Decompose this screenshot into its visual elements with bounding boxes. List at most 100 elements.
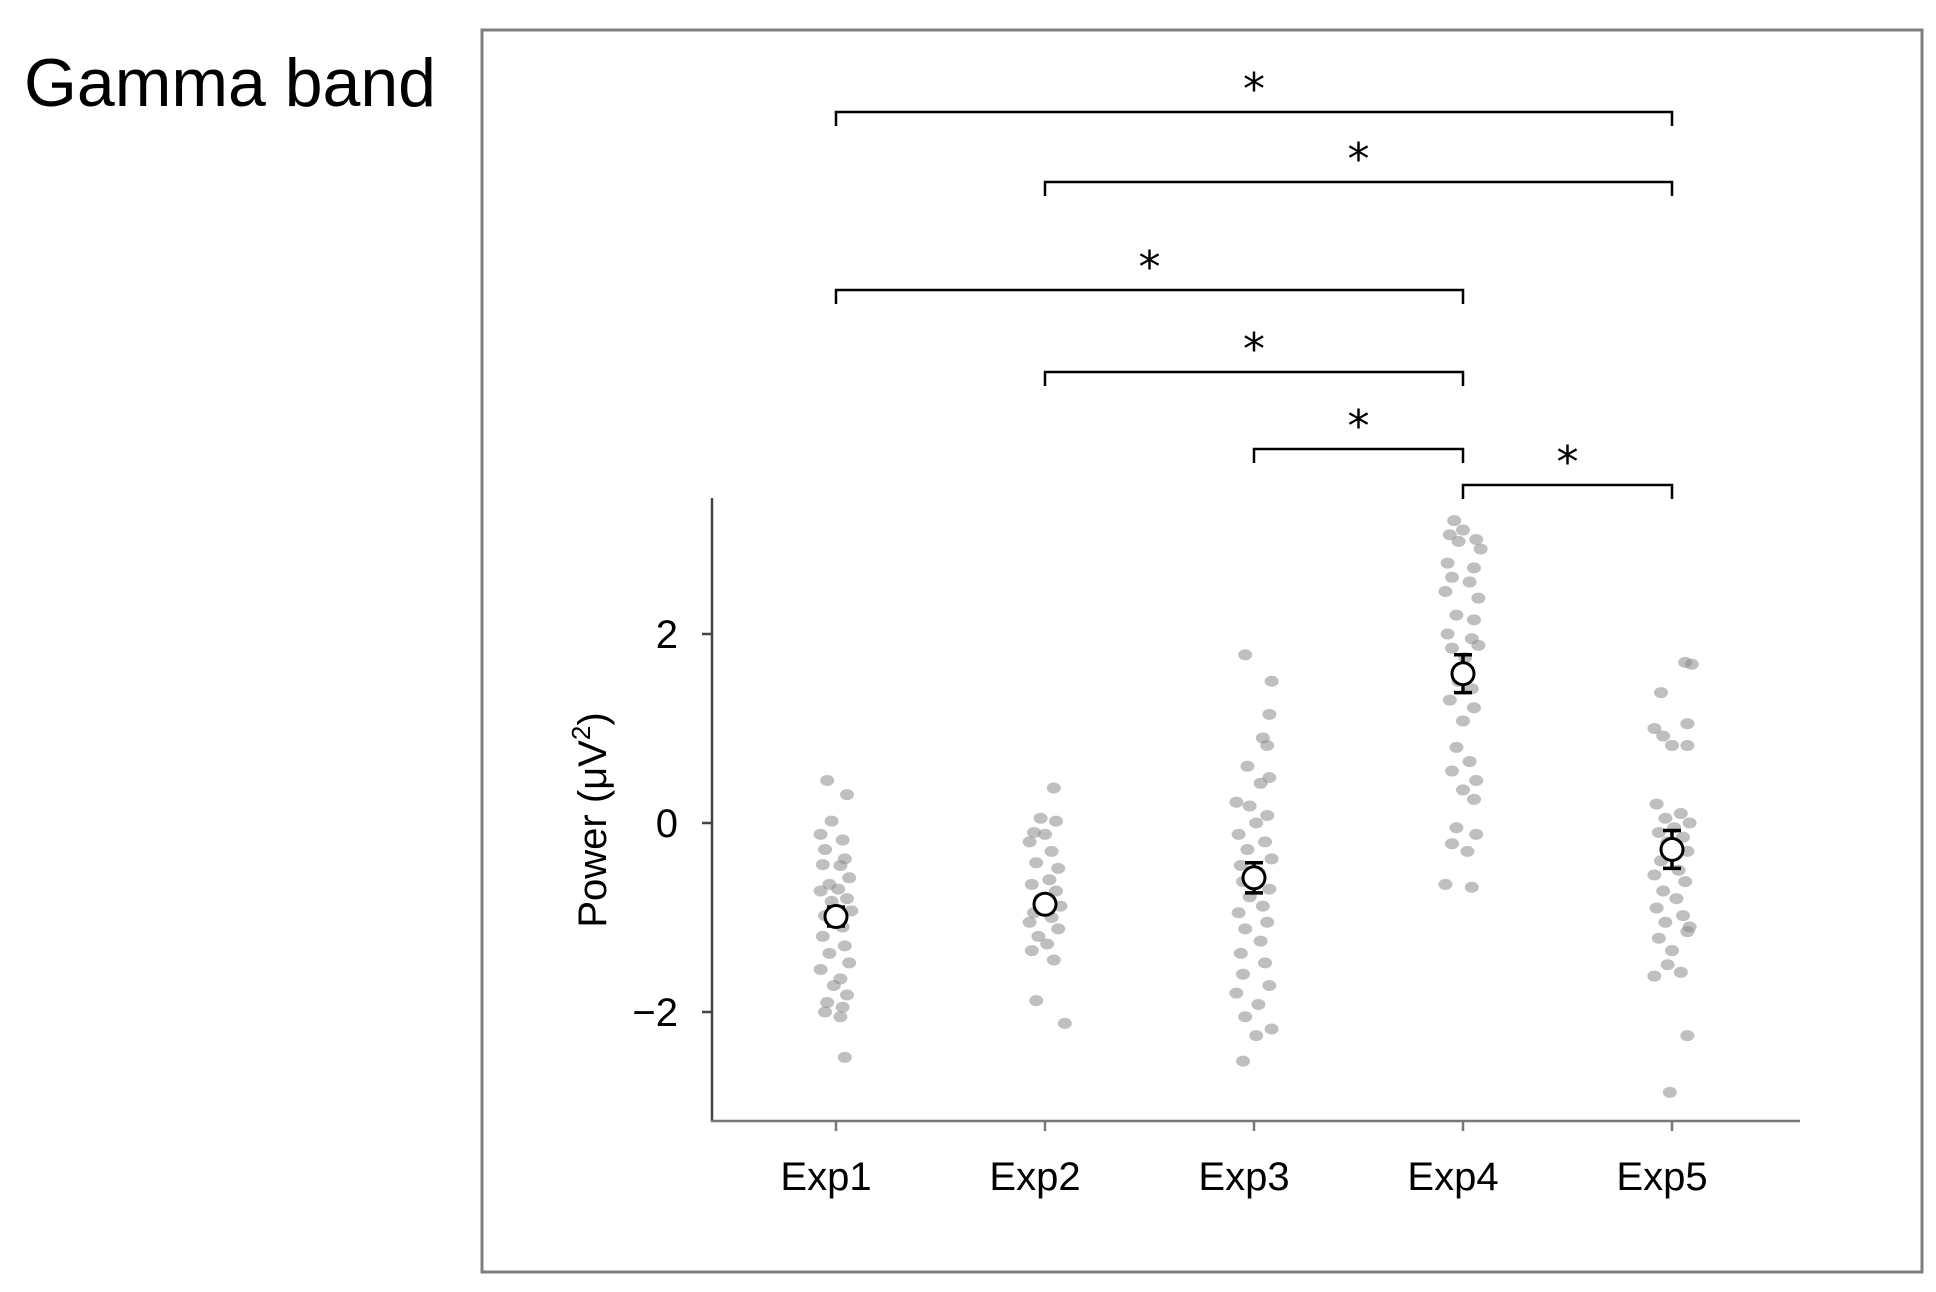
data-point: [1262, 980, 1277, 992]
data-point: [1467, 702, 1481, 714]
data-point: [1469, 774, 1484, 786]
significance-star: *: [1557, 437, 1579, 488]
data-point: [1680, 718, 1695, 730]
ticks: 2 0 −2 Exp1 Exp2 Exp3 Exp4 Exp5: [632, 613, 1707, 1199]
data-point: [1678, 876, 1693, 888]
data-point: [1042, 874, 1057, 886]
data-point: [1251, 998, 1266, 1010]
y-axis-title-main: Power (μV: [571, 740, 615, 928]
data-point: [1438, 878, 1453, 890]
significance-bracket: [1043, 180, 1674, 196]
y-axis-title-superscript: 2: [566, 726, 596, 740]
axes: [710, 498, 1800, 1123]
data-point: [1469, 534, 1484, 545]
data-point: [1669, 893, 1684, 905]
data-point: [826, 980, 841, 992]
data-point: [1022, 916, 1037, 928]
data-point: [1044, 845, 1059, 857]
data-point: [840, 989, 854, 1001]
data-point: [1471, 639, 1486, 651]
data-point: [1656, 885, 1671, 897]
data-point: [1445, 838, 1459, 850]
data-point: [1249, 1030, 1264, 1042]
data-point: [1649, 798, 1664, 810]
data-point: [833, 860, 848, 872]
data-point: [1031, 930, 1046, 942]
data-point: [1647, 723, 1662, 734]
x-tick-label: Exp3: [1198, 1155, 1289, 1199]
data-point: [1238, 1011, 1253, 1023]
data-point: [1464, 881, 1479, 893]
data-point: [1649, 902, 1664, 914]
data-point: [1451, 535, 1466, 547]
data-point: [1057, 1017, 1072, 1029]
significance-bracket: [1252, 447, 1465, 463]
data-point: [1029, 995, 1044, 1007]
data-point: [1445, 571, 1459, 583]
data-point: [1051, 923, 1066, 935]
data-point: [1467, 562, 1481, 574]
data-point: [1682, 817, 1697, 829]
data-point: [813, 828, 828, 840]
significance-brackets: * * * * * *: [834, 64, 1674, 499]
data-point: [1049, 815, 1063, 827]
data-point: [835, 834, 850, 846]
data-point: [1051, 862, 1066, 874]
mean-marker: [1450, 661, 1476, 687]
data-point: [1233, 860, 1248, 872]
data-point: [1467, 793, 1481, 805]
data-point: [1647, 970, 1662, 982]
data-point: [1662, 1086, 1677, 1098]
data-point: [1231, 828, 1246, 840]
data-point: [1255, 900, 1270, 912]
data-point: [822, 947, 837, 959]
data-point: [1438, 585, 1453, 597]
data-point: [1445, 642, 1459, 654]
data-point: [1456, 524, 1470, 536]
data-point: [1680, 926, 1695, 938]
significance-star: *: [1243, 324, 1265, 375]
data-point: [1442, 529, 1457, 541]
panel-title: Gamma band: [24, 45, 436, 121]
data-point: [1445, 765, 1459, 777]
data-point: [1229, 987, 1244, 999]
data-point: [1449, 609, 1464, 621]
data-point: [842, 957, 857, 969]
y-axis-title: Power (μV2): [566, 712, 615, 927]
data-point: [831, 883, 846, 895]
data-point: [824, 815, 839, 827]
mean-markers: [823, 653, 1685, 930]
data-point: [1260, 740, 1275, 752]
data-point: [1471, 592, 1486, 604]
data-point: [1027, 826, 1041, 838]
data-point: [833, 1011, 848, 1023]
mean-marker: [823, 904, 849, 930]
data-point: [837, 1051, 852, 1063]
data-point: [818, 1006, 832, 1018]
data-point: [1665, 740, 1679, 752]
data-point: [818, 843, 832, 855]
data-point: [835, 1001, 850, 1013]
data-point: [1680, 1030, 1695, 1042]
data-point: [1260, 916, 1275, 928]
data-point: [1456, 784, 1470, 796]
data-point: [1229, 796, 1244, 808]
data-points: [813, 515, 1699, 1098]
data-point: [1447, 515, 1462, 527]
data-point: [1249, 817, 1264, 829]
data-point: [820, 774, 835, 786]
significance-star: *: [1139, 242, 1161, 293]
data-point: [1238, 923, 1253, 935]
data-point: [1660, 959, 1675, 971]
data-point: [1022, 836, 1037, 848]
data-point: [1236, 1055, 1250, 1067]
mean-marker: [1241, 865, 1267, 891]
data-point: [1258, 957, 1272, 969]
y-tick-label: −2: [632, 991, 678, 1035]
data-point: [813, 963, 828, 975]
data-point: [1233, 947, 1248, 959]
data-point: [1440, 628, 1455, 640]
x-tick-label: Exp4: [1407, 1155, 1498, 1199]
x-tick-label: Exp1: [780, 1155, 871, 1199]
